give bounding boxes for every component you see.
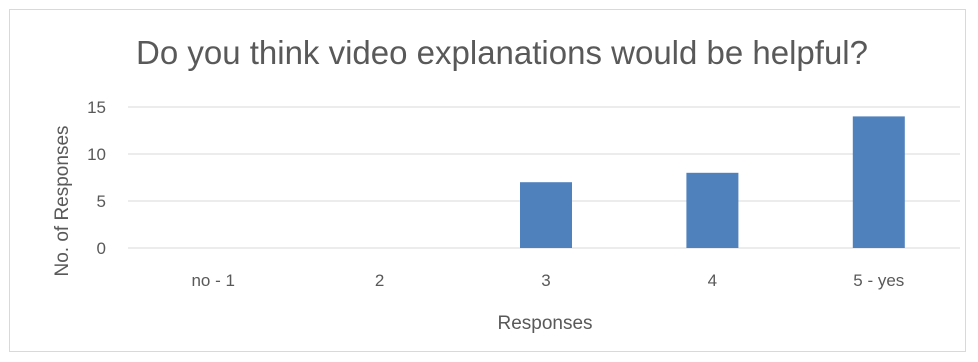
y-tick-label: 10 [87,145,106,164]
x-tick-label: 2 [375,271,384,290]
bar-3 [686,172,739,248]
bar-4 [852,116,905,249]
y-axis-title: No. of Responses [52,125,73,276]
x-tick-label: no - 1 [191,271,234,290]
bar-2 [520,182,572,248]
x-tick-label: 4 [708,271,717,290]
y-tick-label: 5 [97,192,106,211]
y-tick-label: 15 [87,98,106,117]
x-tick-label: 3 [541,271,550,290]
bars [520,116,905,249]
x-axis-title: Responses [497,313,592,334]
x-tick-label: 5 - yes [853,271,904,290]
y-tick-labels: 0 5 10 15 [87,98,106,258]
chart-frame [9,9,966,352]
y-tick-label: 0 [97,239,106,258]
x-tick-labels: no - 1 2 3 4 5 - yes [191,271,904,290]
chart-title: Do you think video explanations would be… [136,34,868,71]
